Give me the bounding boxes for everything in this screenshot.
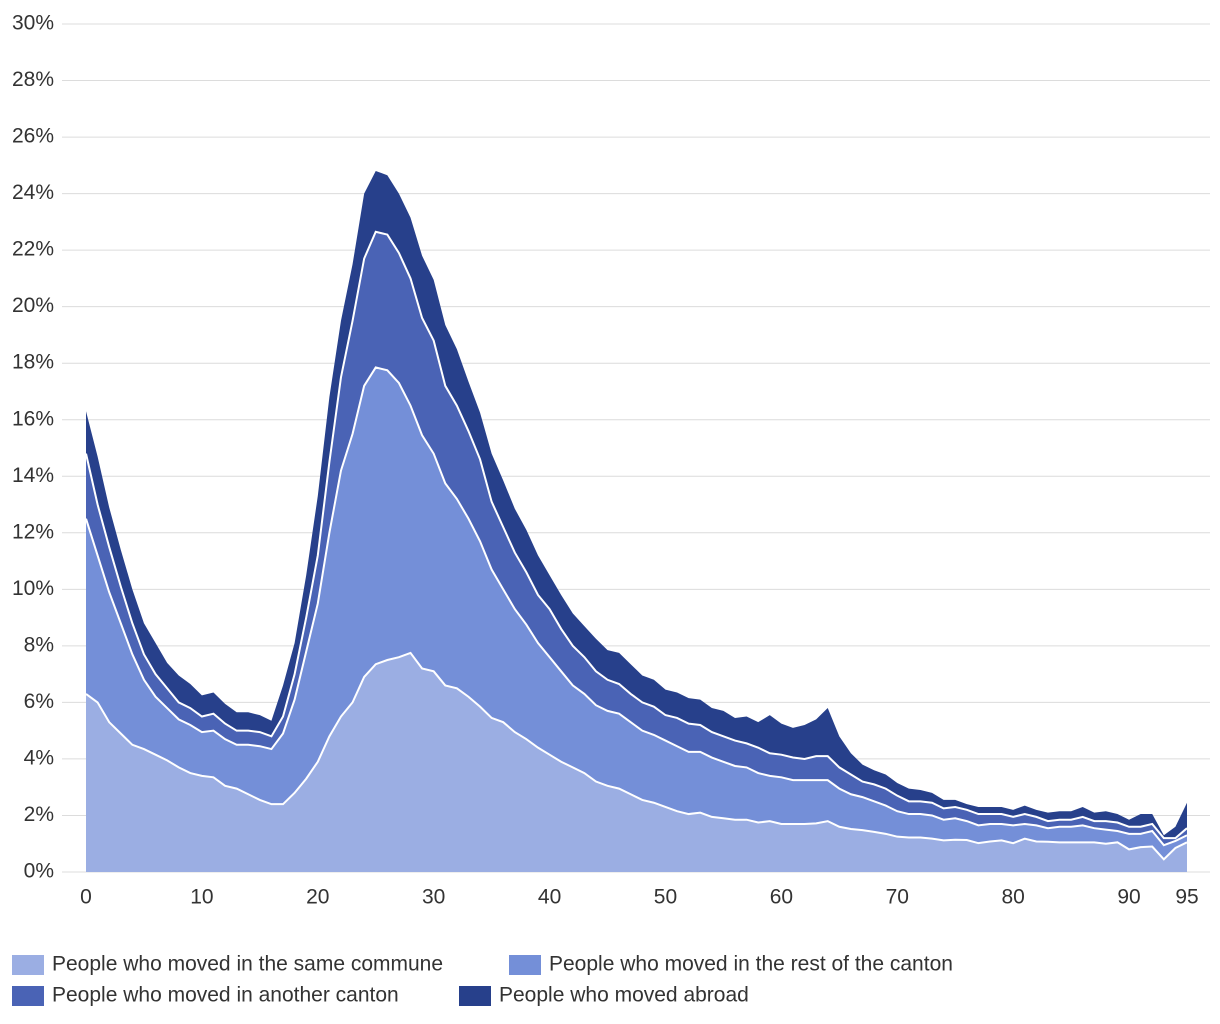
area-edge: [85, 230, 1188, 840]
x-tick-label: 0: [80, 886, 92, 909]
x-tick-label: 30: [422, 886, 445, 909]
x-tick-label: 50: [654, 886, 677, 909]
y-tick-label: 12%: [12, 520, 54, 543]
legend-label: People who moved abroad: [499, 984, 749, 1007]
y-tick-label: 26%: [12, 125, 54, 148]
area: [86, 231, 1187, 846]
x-tick-label: 80: [1001, 886, 1024, 909]
y-tick-label: 24%: [12, 181, 54, 204]
y-tick-label: 0%: [24, 860, 54, 883]
y-tick-label: 10%: [12, 577, 54, 600]
x-tick-label: 95: [1175, 886, 1198, 909]
area: [86, 367, 1187, 860]
y-tick-label: 8%: [24, 633, 54, 656]
y-tick-label: 16%: [12, 407, 54, 430]
y-tick-label: 14%: [12, 464, 54, 487]
y-tick-label: 28%: [12, 68, 54, 91]
x-tick-label: 60: [770, 886, 793, 909]
legend-swatch: [459, 986, 491, 1006]
x-tick-label: 90: [1117, 886, 1140, 909]
legend-swatch: [12, 955, 44, 975]
y-tick-label: 30%: [12, 12, 54, 35]
y-tick-label: 2%: [24, 803, 54, 826]
area: [86, 652, 1187, 872]
x-tick-label: 40: [538, 886, 561, 909]
y-tick-label: 22%: [12, 238, 54, 261]
x-tick-label: 70: [886, 886, 909, 909]
legend-label: People who moved in another canton: [52, 984, 399, 1007]
legend-label: People who moved in the rest of the cant…: [549, 953, 953, 976]
y-tick-label: 20%: [12, 294, 54, 317]
legend-label: People who moved in the same commune: [52, 953, 443, 976]
x-tick-label: 20: [306, 886, 329, 909]
legend-swatch: [509, 955, 541, 975]
y-tick-label: 18%: [12, 351, 54, 374]
area-edge: [85, 366, 1188, 847]
y-tick-label: 6%: [24, 690, 54, 713]
x-tick-label: 10: [190, 886, 213, 909]
legend-swatch: [12, 986, 44, 1006]
area-edge: [85, 651, 1188, 861]
y-tick-label: 4%: [24, 746, 54, 769]
